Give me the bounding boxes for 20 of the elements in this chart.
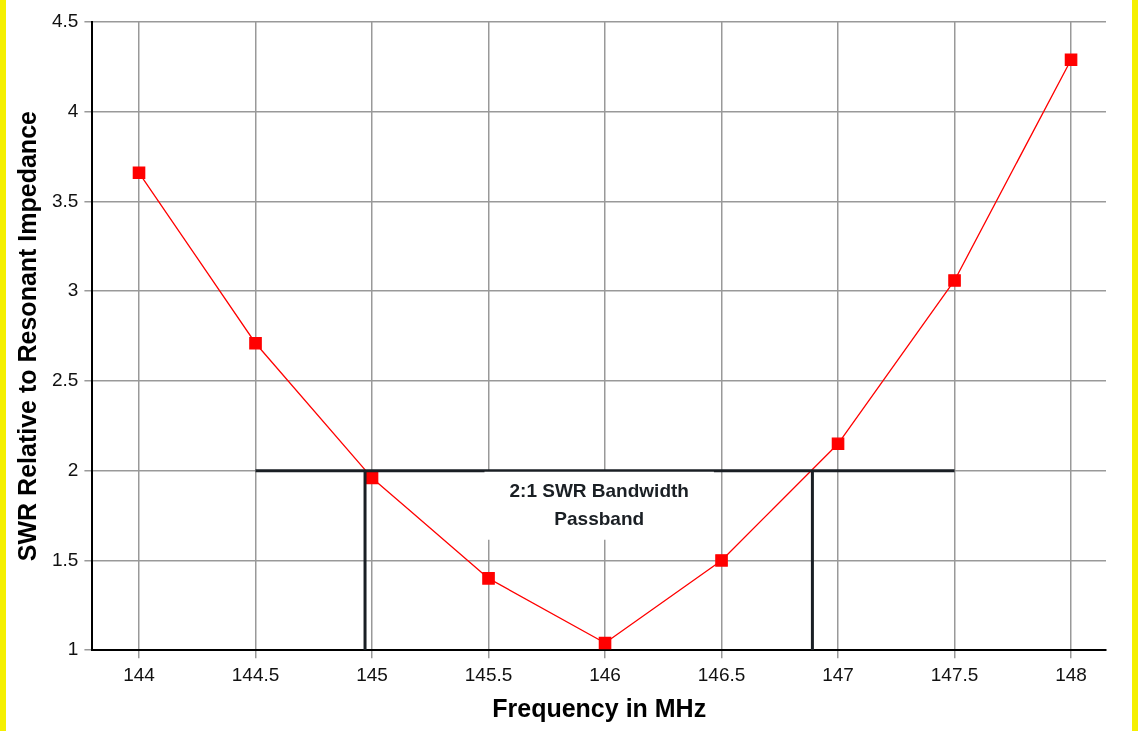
x-tick-label: 147.5: [930, 663, 979, 685]
y-tick-label: 4.5: [51, 10, 79, 32]
x-tick-label: 144.5: [231, 663, 280, 685]
y-tick-label: 1.5: [51, 548, 79, 570]
annotation: 2:1 SWR Bandwidth Passband: [509, 479, 689, 529]
y-tick-label: 3: [67, 279, 79, 301]
x-tick-label: 146.5: [697, 663, 746, 685]
y-tick-label: 3.5: [51, 189, 79, 211]
x-tick-label: 147: [822, 663, 854, 685]
x-tick-label: 148: [1055, 663, 1087, 685]
x-axis-title: Frequency in MHz: [492, 693, 707, 722]
y-tick-label: 2.5: [51, 369, 79, 391]
y-tick-label: 2: [67, 458, 79, 480]
x-tick-label: 145.5: [464, 663, 513, 685]
y-tick-label: 4: [67, 99, 79, 121]
y-tick-label: 1: [67, 638, 79, 660]
x-tick-label: 146: [589, 663, 621, 685]
x-tick-label: 144: [123, 663, 156, 685]
y-axis-title: SWR Relative to Resonant Impedance: [12, 110, 41, 562]
x-tick-label: 145: [356, 663, 388, 685]
